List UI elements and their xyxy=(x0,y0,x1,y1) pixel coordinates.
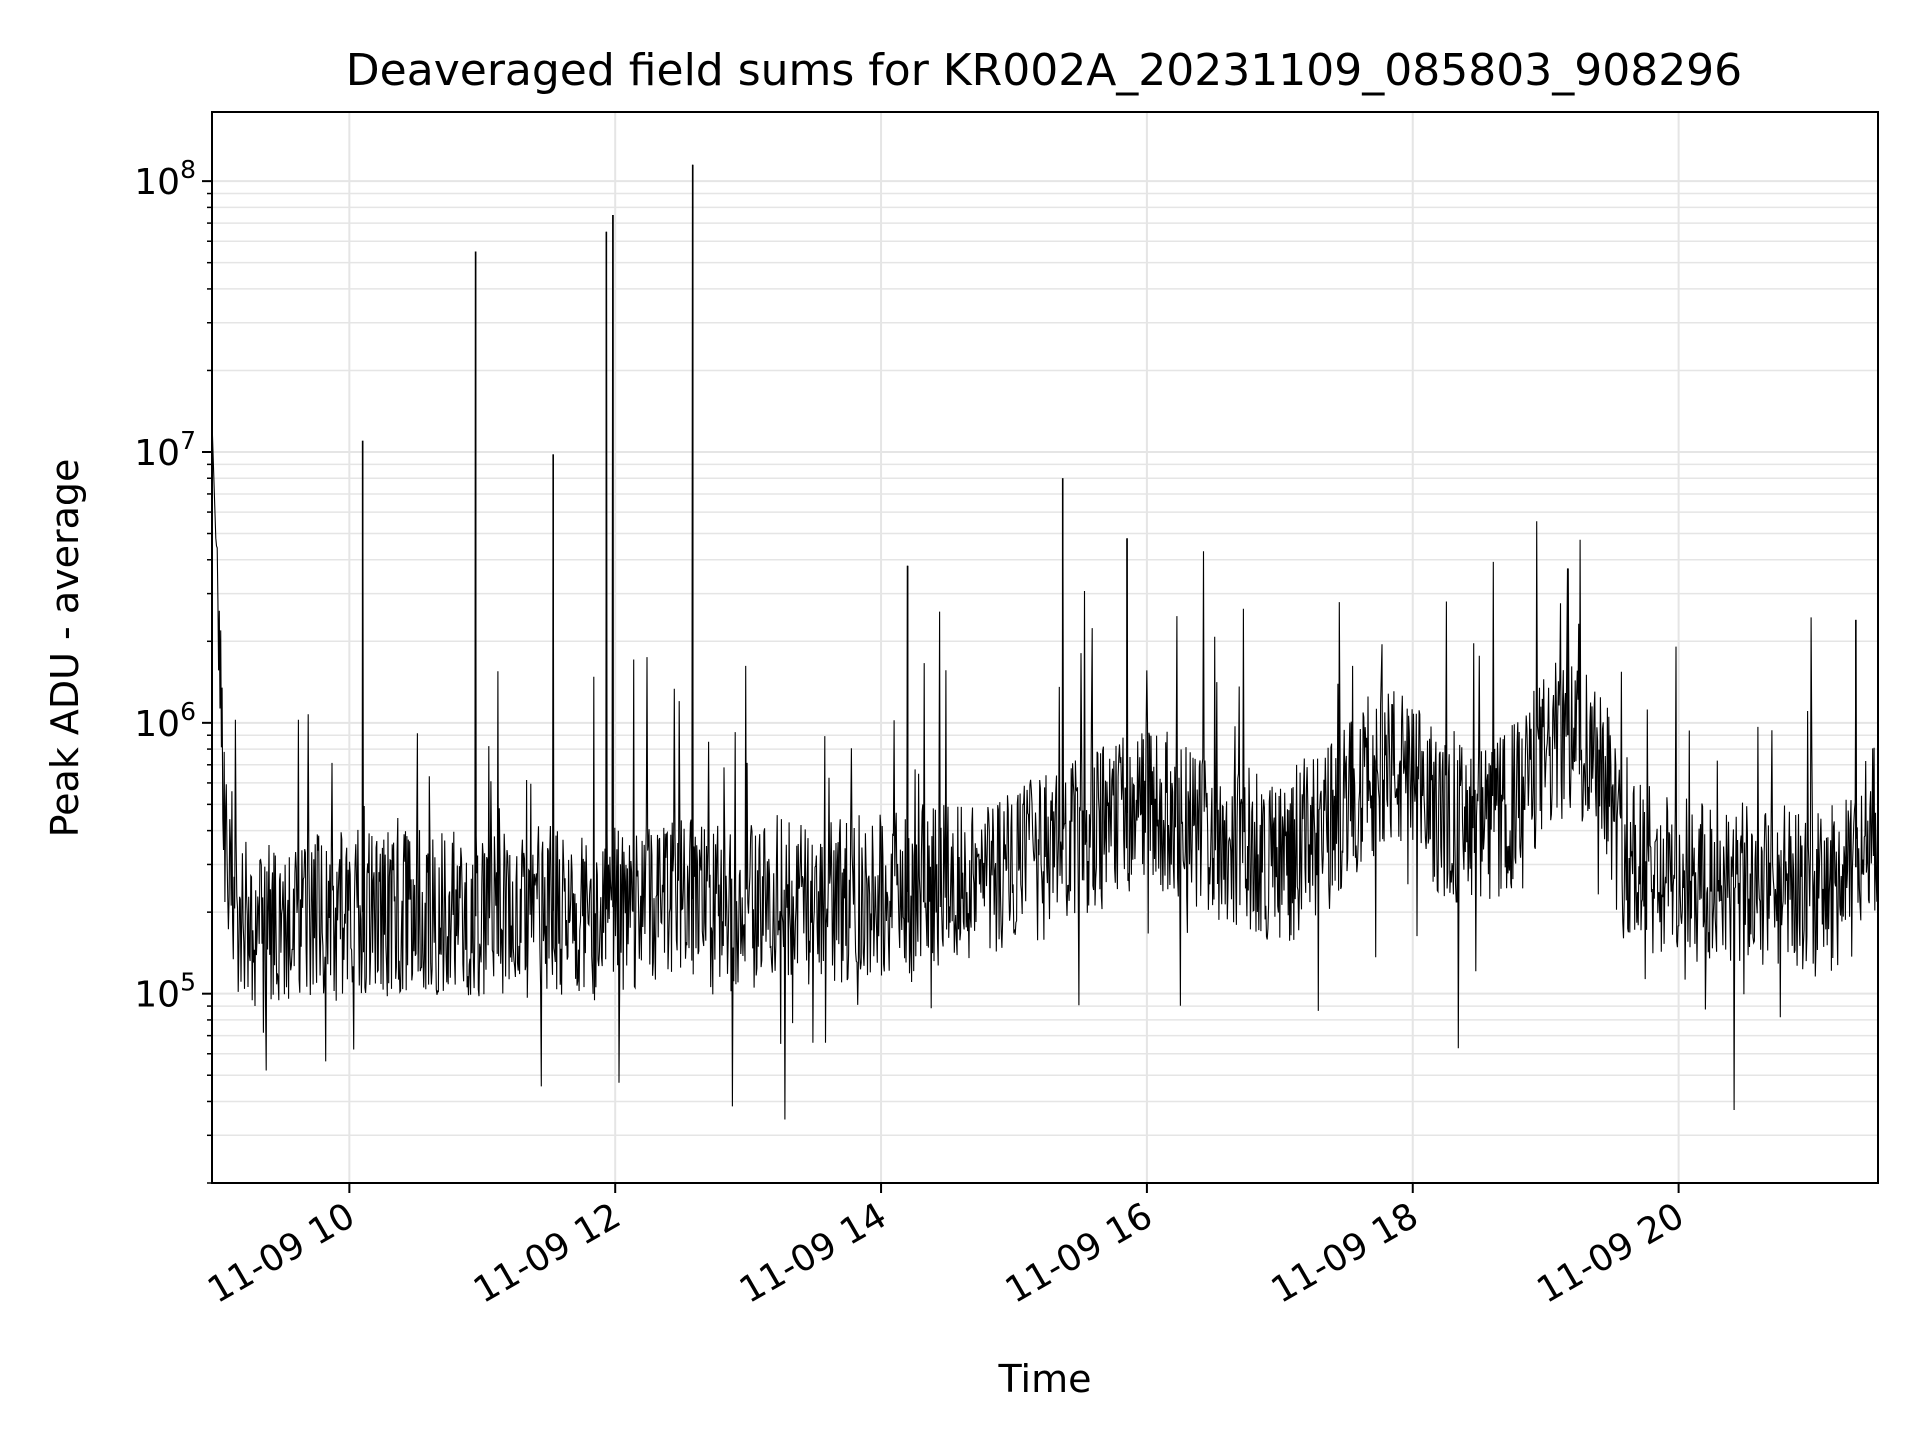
x-tick-label: 11-09 20 xyxy=(1530,1195,1691,1311)
x-axis-ticks: 11-09 10 11-09 12 11-09 14 11-09 16 11-09 18… xyxy=(201,1183,1691,1312)
x-tick-label: 11-09 16 xyxy=(999,1195,1160,1311)
plot-frame xyxy=(211,111,1879,1184)
chart-title: Deaveraged field sums for KR002A_2023110… xyxy=(346,45,1742,96)
y-axis-label: Peak ADU - average xyxy=(43,459,87,838)
y-tick-label: 106 xyxy=(134,697,196,745)
y-tick-label: 105 xyxy=(134,968,196,1016)
y-axis-ticks: 105 106 107 108 xyxy=(134,155,212,1184)
x-tick-label: 11-09 12 xyxy=(467,1195,628,1311)
series-line xyxy=(211,164,1879,1120)
x-tick-label: 11-09 14 xyxy=(733,1195,894,1311)
y-tick-label: 108 xyxy=(134,155,196,203)
x-axis-label: Time xyxy=(998,1357,1092,1401)
y-tick-label: 107 xyxy=(134,426,196,474)
x-tick-label: 11-09 10 xyxy=(201,1195,362,1311)
grid-layer xyxy=(212,112,1878,1184)
x-tick-label: 11-09 18 xyxy=(1265,1195,1426,1311)
series-layer xyxy=(211,164,1879,1120)
